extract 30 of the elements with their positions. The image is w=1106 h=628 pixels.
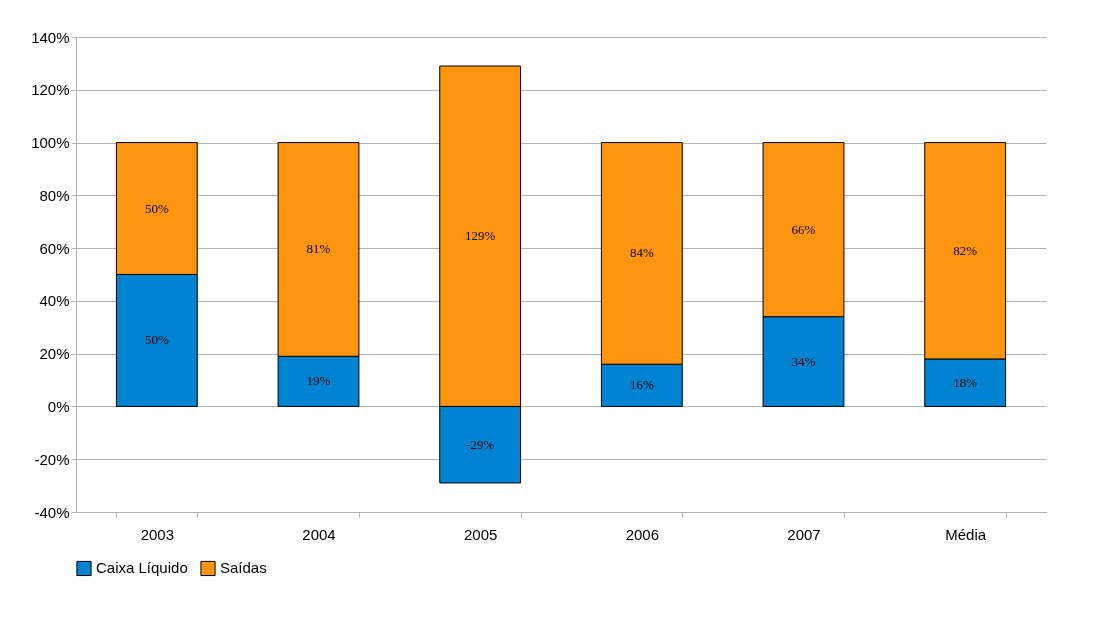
data-label: 18% xyxy=(953,374,978,390)
data-label: 66% xyxy=(791,221,816,237)
x-tick-label: 2005 xyxy=(463,525,498,543)
x-tick-label: 2006 xyxy=(625,525,660,543)
data-label: 82% xyxy=(953,242,978,258)
legend-label: Caixa Líquido xyxy=(96,559,188,577)
x-tick-label: 2003 xyxy=(140,525,175,543)
y-tick-label: 60% xyxy=(39,239,70,257)
y-tick-label: -20% xyxy=(34,450,70,468)
legend-label: Saídas xyxy=(220,559,267,577)
data-label: -29% xyxy=(466,436,495,452)
data-label: 129% xyxy=(464,228,496,244)
data-label: 50% xyxy=(144,200,169,216)
y-tick-label: -40% xyxy=(34,503,70,521)
data-label: 34% xyxy=(791,353,816,369)
data-label: 84% xyxy=(629,245,654,261)
data-label: 81% xyxy=(306,241,331,257)
x-tick-label: 2007 xyxy=(787,525,821,543)
y-tick-label: 100% xyxy=(31,134,70,152)
y-tick-label: 40% xyxy=(39,292,70,310)
data-label: 16% xyxy=(629,377,654,393)
data-label: 19% xyxy=(306,373,331,389)
x-tick-label: 2004 xyxy=(302,525,336,543)
x-tick-label: Média xyxy=(945,525,987,543)
y-tick-label: 0% xyxy=(47,397,70,415)
y-tick-label: 80% xyxy=(39,186,70,204)
y-tick-label: 20% xyxy=(39,345,70,363)
data-label: 50% xyxy=(144,332,169,348)
y-tick-label: 140% xyxy=(31,28,70,46)
y-tick-label: 120% xyxy=(31,81,70,99)
